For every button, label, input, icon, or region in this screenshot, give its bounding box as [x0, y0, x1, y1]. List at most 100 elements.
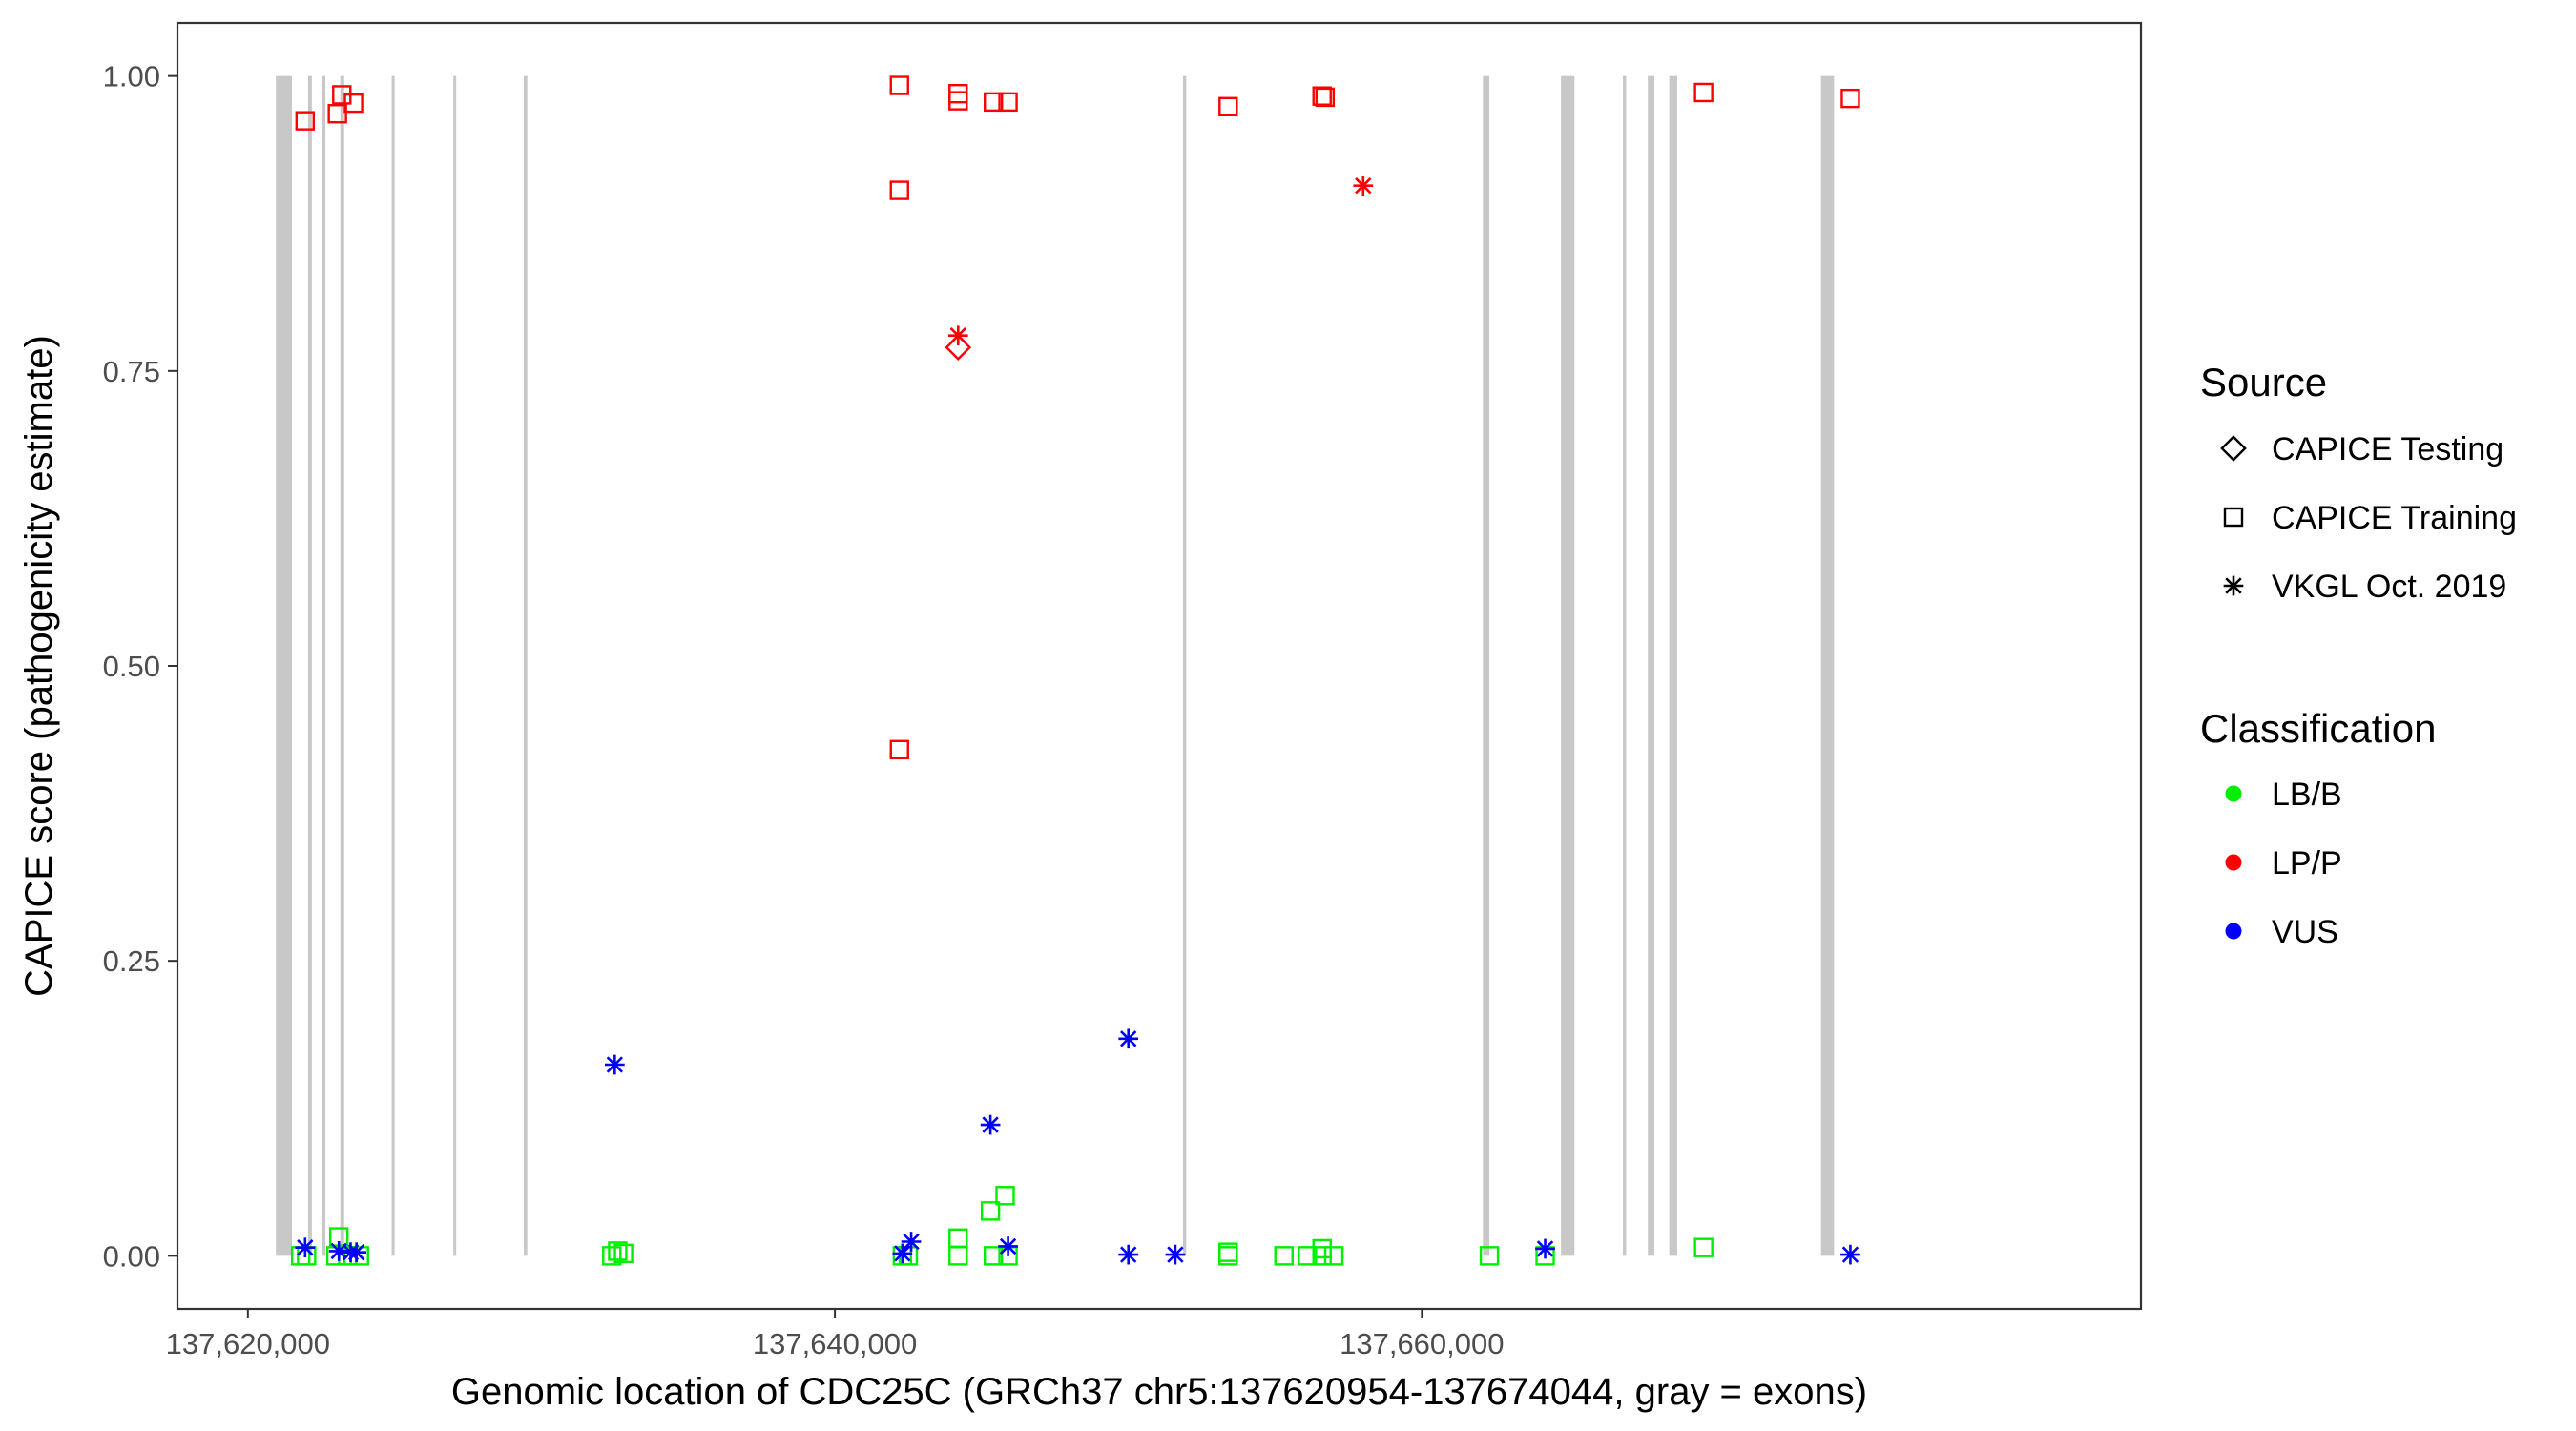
asterisk-stroke [1120, 1030, 1137, 1047]
point-square [1218, 1246, 1238, 1266]
point-asterisk [1535, 1238, 1555, 1259]
point-square [613, 1243, 634, 1264]
exon-band [322, 75, 326, 1256]
point-asterisk [346, 1242, 367, 1262]
legend-dot [2225, 854, 2242, 871]
x-tick-label: 137,660,000 [1340, 1327, 1504, 1360]
point-asterisk [980, 1114, 1001, 1135]
legend-title-classification: Classification [2200, 706, 2436, 751]
point-square [295, 111, 316, 131]
point-square [980, 1201, 1001, 1221]
exon-band [391, 75, 395, 1256]
asterisk-stroke [1355, 176, 1372, 195]
point-asterisk [947, 325, 968, 346]
point-square [1315, 87, 1336, 108]
point-square [948, 91, 968, 111]
exon-band [1483, 75, 1490, 1256]
asterisk-stroke [999, 1237, 1017, 1255]
point-asterisk [998, 1236, 1018, 1256]
point-square [1274, 1246, 1294, 1266]
point-square [983, 92, 1004, 113]
point-asterisk [901, 1232, 922, 1252]
legend-label-source: CAPICE Training [2272, 500, 2517, 536]
point-square [2223, 507, 2244, 528]
point-square [327, 104, 347, 124]
point-square [1298, 1246, 1318, 1266]
point-asterisk [1118, 1028, 1139, 1049]
point-square [343, 93, 364, 114]
x-axis: 137,620,000 137,640,000 137,660,000 [166, 1309, 1505, 1360]
point-diamond [945, 334, 972, 361]
exon-layer [276, 75, 1835, 1256]
point-square [1312, 1246, 1332, 1266]
point-asterisk [605, 1054, 625, 1075]
point-square [1693, 82, 1714, 103]
asterisk-stroke [2225, 577, 2242, 594]
asterisk-stroke [297, 1239, 314, 1256]
point-square [889, 180, 909, 200]
y-tick-label: 1.00 [103, 60, 160, 93]
y-tick-label: 0.75 [103, 355, 160, 388]
asterisk-stroke [982, 1116, 999, 1133]
point-square [983, 1246, 1004, 1266]
point-square [889, 739, 909, 760]
legend-dot [2225, 785, 2242, 802]
point-square [1218, 96, 1238, 117]
legend-label-classification: LP/P [2272, 845, 2342, 881]
point-square [995, 1186, 1015, 1206]
exon-band [1820, 75, 1835, 1256]
legend-label-classification: LB/B [2272, 777, 2342, 813]
y-tick-label: 0.00 [103, 1239, 160, 1273]
exon-band [1669, 75, 1677, 1256]
legend-label-source: CAPICE Testing [2272, 431, 2503, 467]
point-asterisk [1353, 176, 1374, 197]
point-asterisk [1165, 1244, 1186, 1265]
asterisk-stroke [949, 327, 966, 344]
point-layer [291, 75, 1860, 1266]
y-tick-label: 0.25 [103, 944, 160, 978]
point-diamond [2220, 435, 2247, 462]
y-axis-title: CAPICE score (pathogenicity estimate) [18, 335, 60, 997]
legend-label-source: VKGL Oct. 2019 [2272, 569, 2506, 605]
exon-band [523, 75, 528, 1256]
point-asterisk [2223, 575, 2244, 596]
asterisk-stroke [606, 1056, 624, 1073]
point-square [602, 1246, 622, 1266]
point-square [1693, 1237, 1714, 1257]
point-square [889, 75, 909, 95]
exon-band [1561, 75, 1575, 1256]
point-square [948, 1246, 968, 1266]
point-square [1840, 88, 1860, 109]
point-asterisk [1118, 1244, 1139, 1265]
y-axis: 0.00 0.25 0.50 0.75 1.00 [103, 60, 177, 1273]
legend-label-classification: VUS [2272, 914, 2338, 950]
legend-classification-items: LB/B LP/P VUS [2225, 777, 2342, 950]
point-square [608, 1241, 628, 1261]
asterisk-stroke [903, 1233, 920, 1251]
asterisk-stroke [1167, 1246, 1184, 1263]
x-tick-label: 137,620,000 [166, 1327, 330, 1360]
point-asterisk [1840, 1244, 1860, 1265]
point-square [1312, 86, 1332, 106]
exon-band [1623, 75, 1627, 1256]
exon-band [276, 75, 292, 1256]
x-tick-label: 137,640,000 [753, 1327, 917, 1360]
point-asterisk [892, 1243, 913, 1264]
exon-band [307, 75, 312, 1256]
asterisk-stroke [1536, 1240, 1554, 1257]
x-axis-title: Genomic location of CDC25C (GRCh37 chr5:… [451, 1371, 1867, 1413]
asterisk-stroke [347, 1243, 365, 1261]
asterisk-stroke [1120, 1246, 1137, 1263]
exon-band [453, 75, 457, 1256]
y-tick-label: 0.50 [103, 650, 160, 683]
exon-band [340, 75, 344, 1256]
asterisk-stroke [1841, 1246, 1859, 1263]
exon-band [1648, 75, 1654, 1256]
point-square [1479, 1246, 1500, 1266]
legend: Source CAPICE Testing CAPICE Training VKGL… [2200, 360, 2517, 950]
asterisk-stroke [894, 1245, 911, 1262]
point-square [998, 92, 1018, 113]
point-square [1323, 1246, 1344, 1266]
